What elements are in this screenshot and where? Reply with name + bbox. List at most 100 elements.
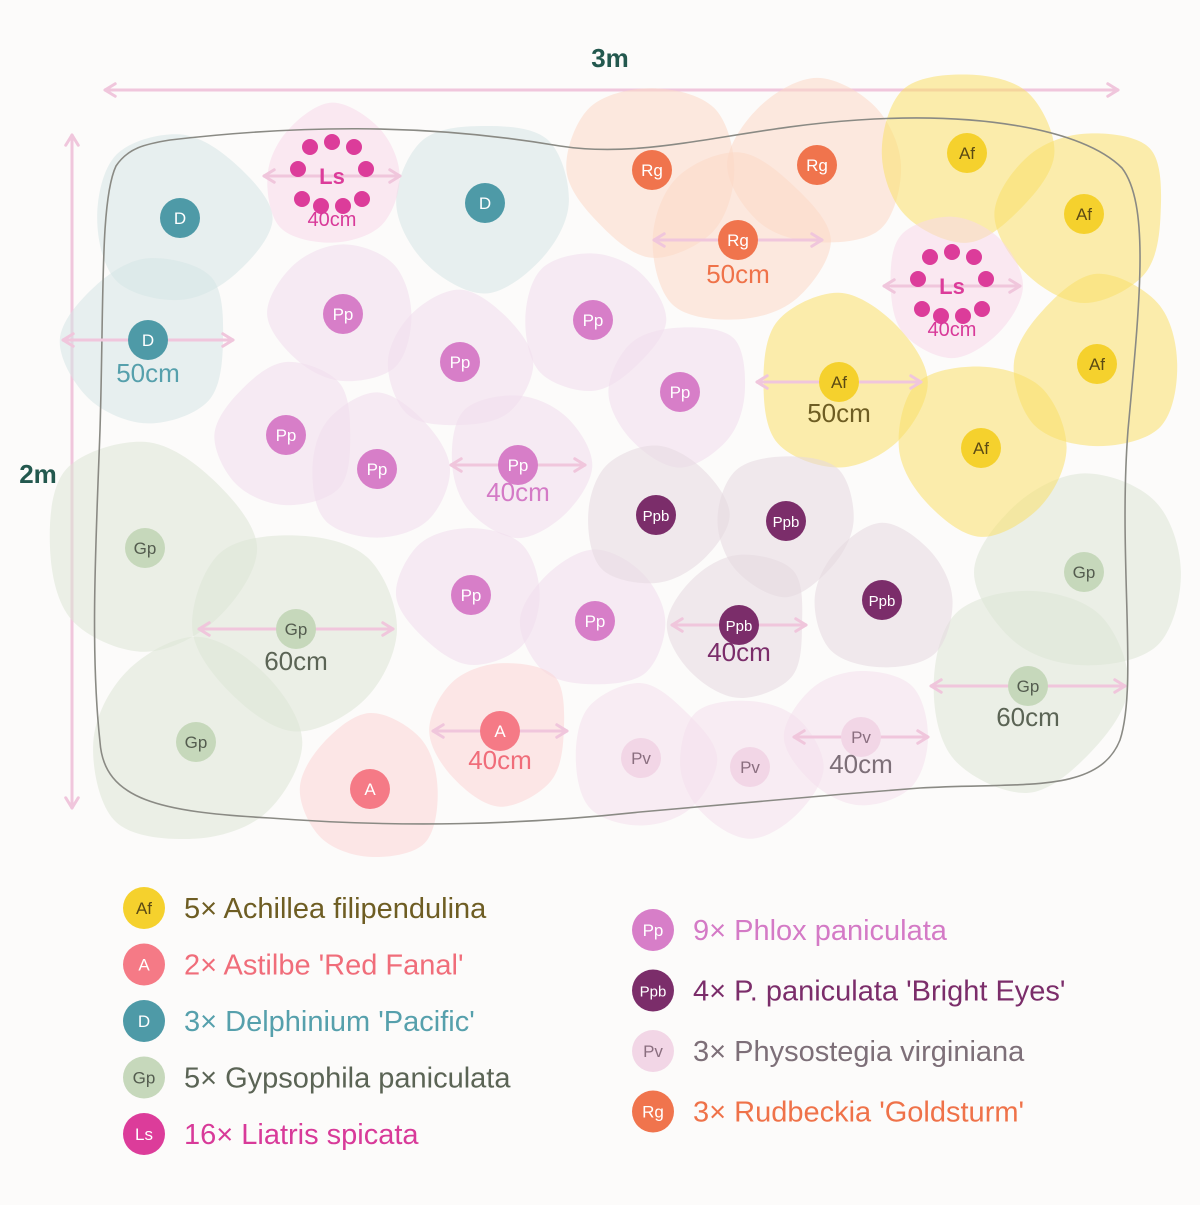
spacing-label: 50cm bbox=[807, 398, 871, 428]
plant-marker-rg bbox=[632, 150, 672, 190]
legend-code: Af bbox=[136, 899, 152, 918]
legend-count: 4× bbox=[693, 976, 734, 1008]
legend-marker bbox=[123, 887, 165, 929]
plant-marker-gp bbox=[176, 722, 216, 762]
plant-code: Gp bbox=[1073, 563, 1096, 582]
plant-marker-rg bbox=[797, 145, 837, 185]
plant-code: Rg bbox=[641, 161, 663, 180]
liatris-dot bbox=[910, 271, 926, 287]
plant-code: Af bbox=[973, 439, 989, 458]
legend-item-pp: Pp 9× Phlox paniculata bbox=[632, 909, 948, 951]
spacing-label: 60cm bbox=[264, 646, 328, 676]
plant-marker-ppb bbox=[862, 580, 902, 620]
legend-label: 3× Rudbeckia 'Goldsturm' bbox=[693, 1097, 1024, 1129]
legend-label: 5× Achillea filipendulina bbox=[184, 893, 487, 925]
plant-marker-pp bbox=[573, 300, 613, 340]
plant-marker-pp bbox=[266, 415, 306, 455]
legend-species: Achillea filipendulina bbox=[224, 893, 488, 925]
plant-marker-pv bbox=[621, 738, 661, 778]
plant-marker-pp bbox=[575, 601, 615, 641]
spacing-arrow bbox=[882, 278, 1022, 294]
plant-marker-pp bbox=[357, 449, 397, 489]
legend-item-rg: Rg 3× Rudbeckia 'Goldsturm' bbox=[632, 1090, 1024, 1133]
spacing-label: 50cm bbox=[706, 259, 770, 289]
spacing-label: 40cm bbox=[486, 477, 550, 507]
legend-count: 5× bbox=[184, 1063, 225, 1095]
plant-marker-pp bbox=[451, 575, 491, 615]
plant-code: Ppb bbox=[869, 593, 896, 610]
legend-code: D bbox=[138, 1012, 150, 1031]
legend-marker bbox=[632, 1090, 674, 1133]
legend: Af 5× Achillea filipendulina A 2× Astilbe '… bbox=[123, 887, 1065, 1155]
plant-code: Gp bbox=[134, 539, 157, 558]
plant-code: Pp bbox=[276, 426, 297, 445]
legend-code: Rg bbox=[642, 1103, 664, 1122]
plant-marker-gp bbox=[1064, 552, 1104, 592]
legend-item-gp: Gp 5× Gypsophila paniculata bbox=[123, 1056, 511, 1099]
liatris-dot bbox=[974, 301, 990, 317]
plant-code: Ls bbox=[939, 274, 965, 299]
legend-count: 16× bbox=[184, 1119, 241, 1151]
liatris-dot bbox=[978, 271, 994, 287]
legend-marker bbox=[632, 1030, 674, 1072]
legend-marker bbox=[632, 909, 674, 951]
plant-marker-d bbox=[465, 183, 505, 223]
plant-code: Ppb bbox=[773, 514, 800, 531]
plant-code: Af bbox=[1089, 355, 1105, 374]
legend-count: 5× bbox=[184, 893, 224, 925]
plant-code: Ppb bbox=[643, 508, 670, 525]
plant-code: Pp bbox=[333, 305, 354, 324]
plant-marker-pp bbox=[660, 372, 700, 412]
legend-species: Rudbeckia 'Goldsturm' bbox=[734, 1097, 1024, 1129]
plant-code: Gp bbox=[285, 620, 308, 639]
plant-marker-pv bbox=[841, 717, 881, 757]
plant-marker-d bbox=[160, 198, 200, 238]
plant-marker-gp bbox=[276, 609, 316, 649]
plant-code: Af bbox=[1076, 205, 1092, 224]
legend-code: Pv bbox=[643, 1042, 663, 1061]
legend-marker bbox=[123, 1000, 165, 1042]
legend-marker bbox=[123, 1113, 165, 1155]
spacing-label: 40cm bbox=[928, 319, 977, 341]
plant-code: Gp bbox=[185, 733, 208, 752]
legend-marker bbox=[123, 943, 165, 986]
plant-marker-d bbox=[128, 320, 168, 360]
legend-count: 9× bbox=[693, 915, 734, 947]
legend-code: Ls bbox=[135, 1125, 153, 1144]
plant-code: D bbox=[174, 209, 186, 228]
plant-code: Af bbox=[831, 373, 847, 392]
plant-marker-rg bbox=[718, 220, 758, 260]
legend-species: Phlox paniculata bbox=[734, 915, 948, 947]
legend-count: 2× bbox=[184, 950, 224, 982]
plant-marker-af bbox=[1077, 344, 1117, 384]
plant-code: Pv bbox=[631, 749, 651, 768]
legend-item-a: A 2× Astilbe 'Red Fanal' bbox=[123, 943, 464, 986]
height-label: 2m bbox=[19, 459, 57, 489]
liatris-dot bbox=[354, 191, 370, 207]
legend-marker bbox=[632, 969, 674, 1012]
plant-code: Rg bbox=[727, 231, 749, 250]
liatris-dot bbox=[966, 249, 982, 265]
liatris-dot bbox=[294, 191, 310, 207]
plant-code: D bbox=[142, 331, 154, 350]
plant-marker-pp bbox=[440, 342, 480, 382]
plant-code: Pp bbox=[450, 353, 471, 372]
spacing-label: 60cm bbox=[996, 702, 1060, 732]
plant-code: Pp bbox=[508, 456, 529, 475]
liatris-dot bbox=[335, 198, 351, 214]
plant-areas bbox=[49, 74, 1181, 858]
plant-marker-ppb bbox=[766, 501, 806, 541]
liatris-dot bbox=[324, 134, 340, 150]
plant-code: Pv bbox=[851, 728, 871, 747]
legend-count: 3× bbox=[184, 1006, 225, 1038]
legend-label: 16× Liatris spicata bbox=[184, 1119, 419, 1151]
legend-label: 3× Delphinium 'Pacific' bbox=[184, 1006, 475, 1038]
plant-code: Af bbox=[959, 144, 975, 163]
liatris-dot bbox=[302, 139, 318, 155]
legend-item-af: Af 5× Achillea filipendulina bbox=[123, 887, 487, 929]
spacing-label: 40cm bbox=[829, 749, 893, 779]
width-label: 3m bbox=[591, 43, 629, 73]
legend-species: P. paniculata 'Bright Eyes' bbox=[734, 976, 1065, 1008]
plant-marker-af bbox=[947, 133, 987, 173]
